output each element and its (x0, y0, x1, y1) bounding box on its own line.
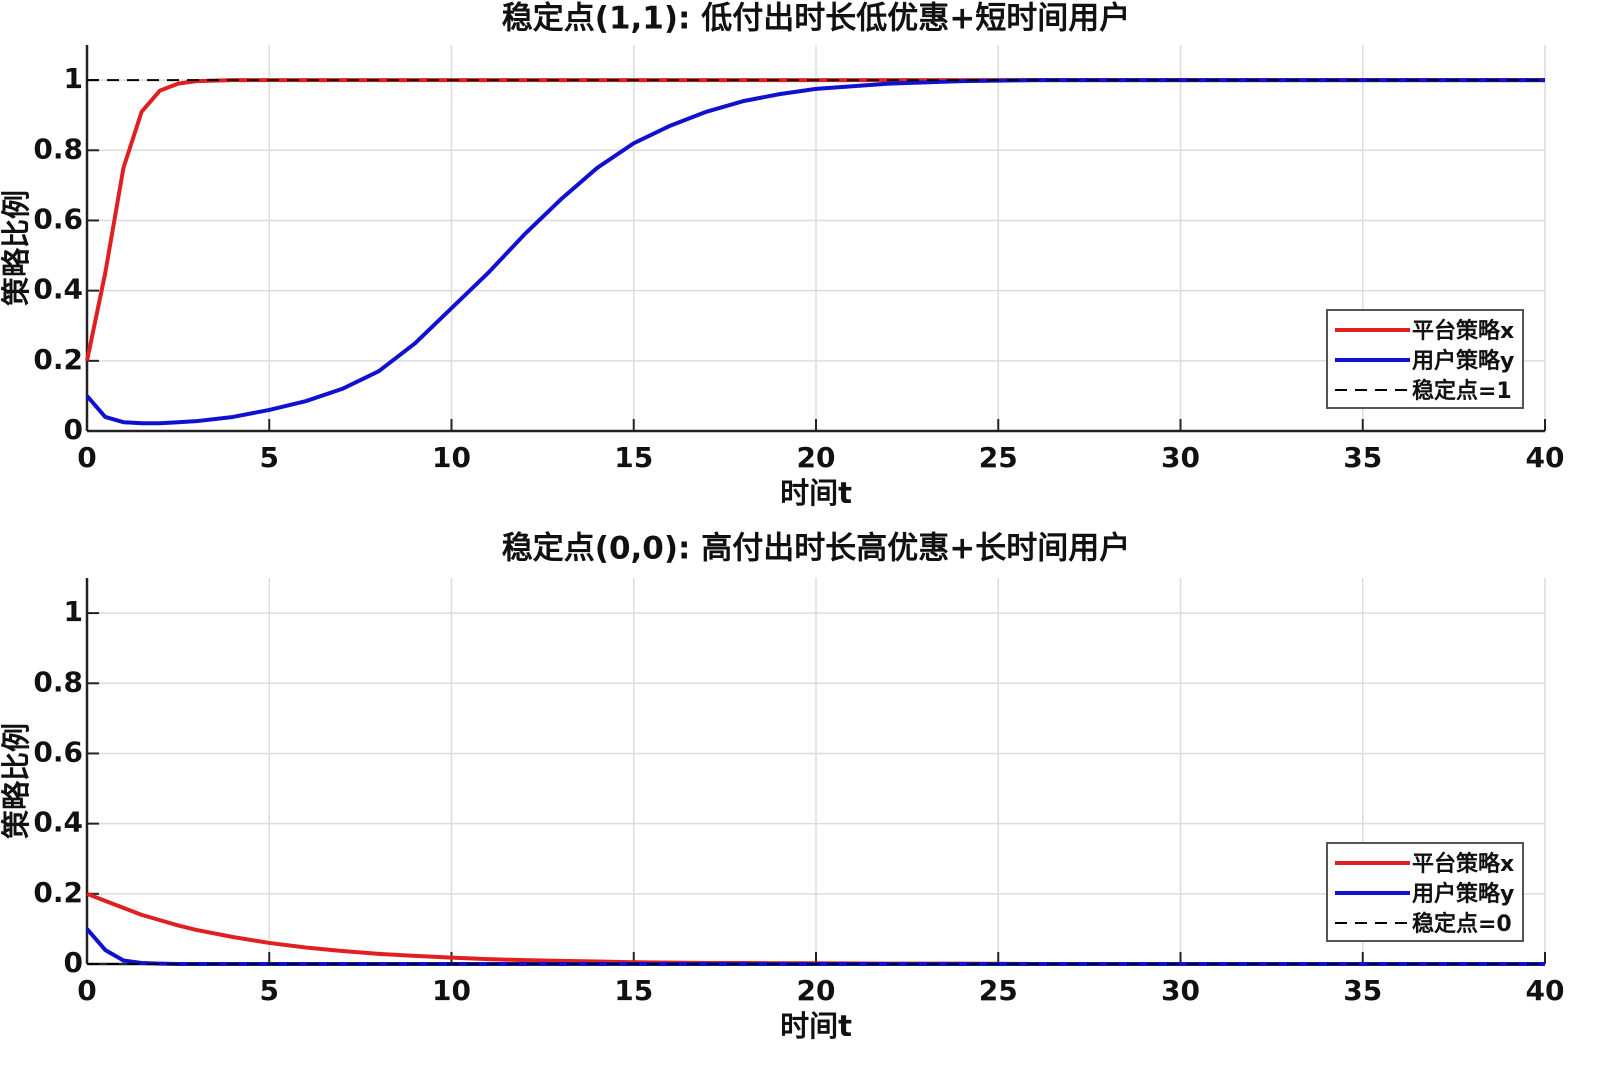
series-line (85, 78, 1545, 426)
x-tick-label: 5 (260, 441, 279, 474)
y-tick-label: 0.2 (33, 876, 83, 909)
y-tick-label: 0.8 (33, 132, 83, 165)
legend-label: 平台策略x (1412, 851, 1514, 877)
y-tick-label: 1 (64, 595, 83, 628)
x-axis-label: 时间t (780, 476, 852, 510)
legend-label: 用户策略y (1412, 348, 1514, 374)
legend-label: 用户策略y (1412, 881, 1514, 907)
x-tick-label: 15 (614, 441, 653, 474)
legend-label: 稳定点=0 (1412, 911, 1512, 937)
y-tick-label: 0 (64, 413, 83, 446)
y-axis-label: 策略比例 (0, 190, 33, 306)
y-tick-label: 0.8 (33, 665, 83, 698)
x-tick-label: 15 (614, 974, 653, 1007)
legend-label: 平台策略x (1412, 318, 1514, 344)
x-tick-label: 0 (77, 441, 96, 474)
x-tick-label: 30 (1161, 441, 1200, 474)
x-tick-label: 25 (979, 974, 1018, 1007)
legend: 平台策略x 用户策略y 稳定点=1 (1326, 309, 1524, 409)
x-tick-label: 10 (432, 974, 471, 1007)
legend-label: 稳定点=1 (1412, 378, 1512, 404)
chart-title: 稳定点(1,1): 低付出时长低优惠+短时间用户 (502, 1, 1130, 37)
y-axis-label: 策略比例 (0, 723, 33, 839)
y-tick-label: 0.4 (33, 273, 83, 306)
x-tick-label: 30 (1161, 974, 1200, 1007)
x-axis-label: 时间t (780, 1009, 852, 1043)
y-tick-label: 0 (64, 946, 83, 979)
y-tick-label: 1 (64, 62, 83, 95)
x-tick-label: 20 (797, 441, 836, 474)
x-tick-label: 10 (432, 441, 471, 474)
legend: 平台策略x 用户策略y 稳定点=0 (1326, 842, 1524, 942)
x-tick-label: 5 (260, 974, 279, 1007)
chart-title: 稳定点(0,0): 高付出时长高优惠+长时间用户 (502, 531, 1130, 567)
x-tick-label: 40 (1526, 441, 1565, 474)
x-tick-label: 40 (1526, 974, 1565, 1007)
y-tick-label: 0.2 (33, 343, 83, 376)
y-tick-label: 0.6 (33, 735, 83, 768)
y-tick-label: 0.6 (33, 202, 83, 235)
x-tick-label: 25 (979, 441, 1018, 474)
x-tick-label: 20 (797, 974, 836, 1007)
x-tick-label: 35 (1343, 441, 1382, 474)
x-tick-label: 0 (77, 974, 96, 1007)
y-tick-label: 0.4 (33, 806, 83, 839)
x-tick-label: 35 (1343, 974, 1382, 1007)
